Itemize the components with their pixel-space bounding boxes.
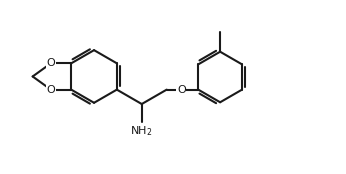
Text: NH$_2$: NH$_2$	[130, 124, 153, 138]
Text: O: O	[177, 85, 186, 95]
Text: O: O	[46, 85, 55, 95]
Text: O: O	[46, 58, 55, 68]
